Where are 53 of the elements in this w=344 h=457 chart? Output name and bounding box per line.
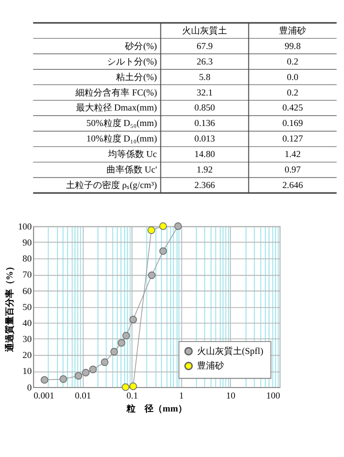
y-tick-label: 90 <box>22 237 32 248</box>
y-tick-label: 40 <box>22 318 32 328</box>
legend-label: 火山灰質土(Spfl) <box>196 346 264 356</box>
y-tick-label: 30 <box>22 334 32 344</box>
data-label: 1.42 <box>284 149 302 160</box>
data-label: 2.646 <box>282 180 304 190</box>
text: 火山灰質土 <box>182 25 228 36</box>
data-label: 26.3 <box>196 56 214 66</box>
x-tick-label: 0.001 <box>34 390 55 401</box>
data-label: 0.136 <box>194 118 216 128</box>
data-label: 0.425 <box>282 102 304 113</box>
data-label: 99.8 <box>284 40 302 51</box>
category-label: 最大粒径 Dmax(mm) <box>76 102 158 113</box>
data-label: 0.127 <box>282 134 304 144</box>
text: 豊浦砂 <box>279 25 306 36</box>
data-label: 14.80 <box>194 149 216 160</box>
data-label: 0.2 <box>286 56 299 66</box>
category-label: 50%粒度 D₅₀(mm) <box>86 118 158 128</box>
y-axis-title: 通過質量百分率（%） <box>4 262 14 354</box>
data-label: 67.9 <box>196 40 214 51</box>
x-tick-label: 100 <box>266 390 280 401</box>
legend-label: 豊浦砂 <box>196 360 224 371</box>
category-label: 曲率係数 Uc' <box>106 164 158 175</box>
data-label: 0.2 <box>286 87 299 98</box>
data-label: 0.850 <box>194 102 216 113</box>
category-label: 土粒子の密度 ρₛ(g/cm³) <box>66 180 158 190</box>
data-label: 5.8 <box>198 72 211 82</box>
y-tick-label: 0 <box>27 382 32 392</box>
x-tick-label: 0.01 <box>74 390 92 401</box>
x-tick-label: 0.1 <box>126 390 138 401</box>
x-tick-label: 10 <box>226 390 236 401</box>
y-tick-label: 100 <box>18 221 32 232</box>
category-label: 均等係数 Uc <box>106 149 158 160</box>
x-axis-title: 粒 径（mm） <box>126 403 187 414</box>
data-label: 2.366 <box>194 180 216 190</box>
x-tick-label: 1 <box>179 390 184 401</box>
y-tick-label: 80 <box>22 254 32 264</box>
category-label: シルト分(%) <box>107 56 158 66</box>
category-label: 粘土分(%) <box>116 72 158 82</box>
category-label: 細粒分含有率 FC(%) <box>74 87 158 98</box>
y-tick-label: 70 <box>22 270 32 280</box>
data-label: 0.013 <box>194 134 216 144</box>
category-label: 砂分(%) <box>124 40 158 51</box>
data-label: 0.0 <box>286 72 299 82</box>
y-tick-label: 60 <box>22 286 32 296</box>
data-label: 0.169 <box>282 118 304 128</box>
y-tick-label: 20 <box>22 350 32 360</box>
y-tick-label: 50 <box>22 302 32 312</box>
data-label: 1.92 <box>196 164 214 175</box>
y-tick-label: 10 <box>22 366 32 376</box>
data-label: 0.97 <box>284 164 302 175</box>
data-label: 32.1 <box>196 87 214 98</box>
category-label: 10%粒度 D₁₀(mm) <box>86 134 158 144</box>
